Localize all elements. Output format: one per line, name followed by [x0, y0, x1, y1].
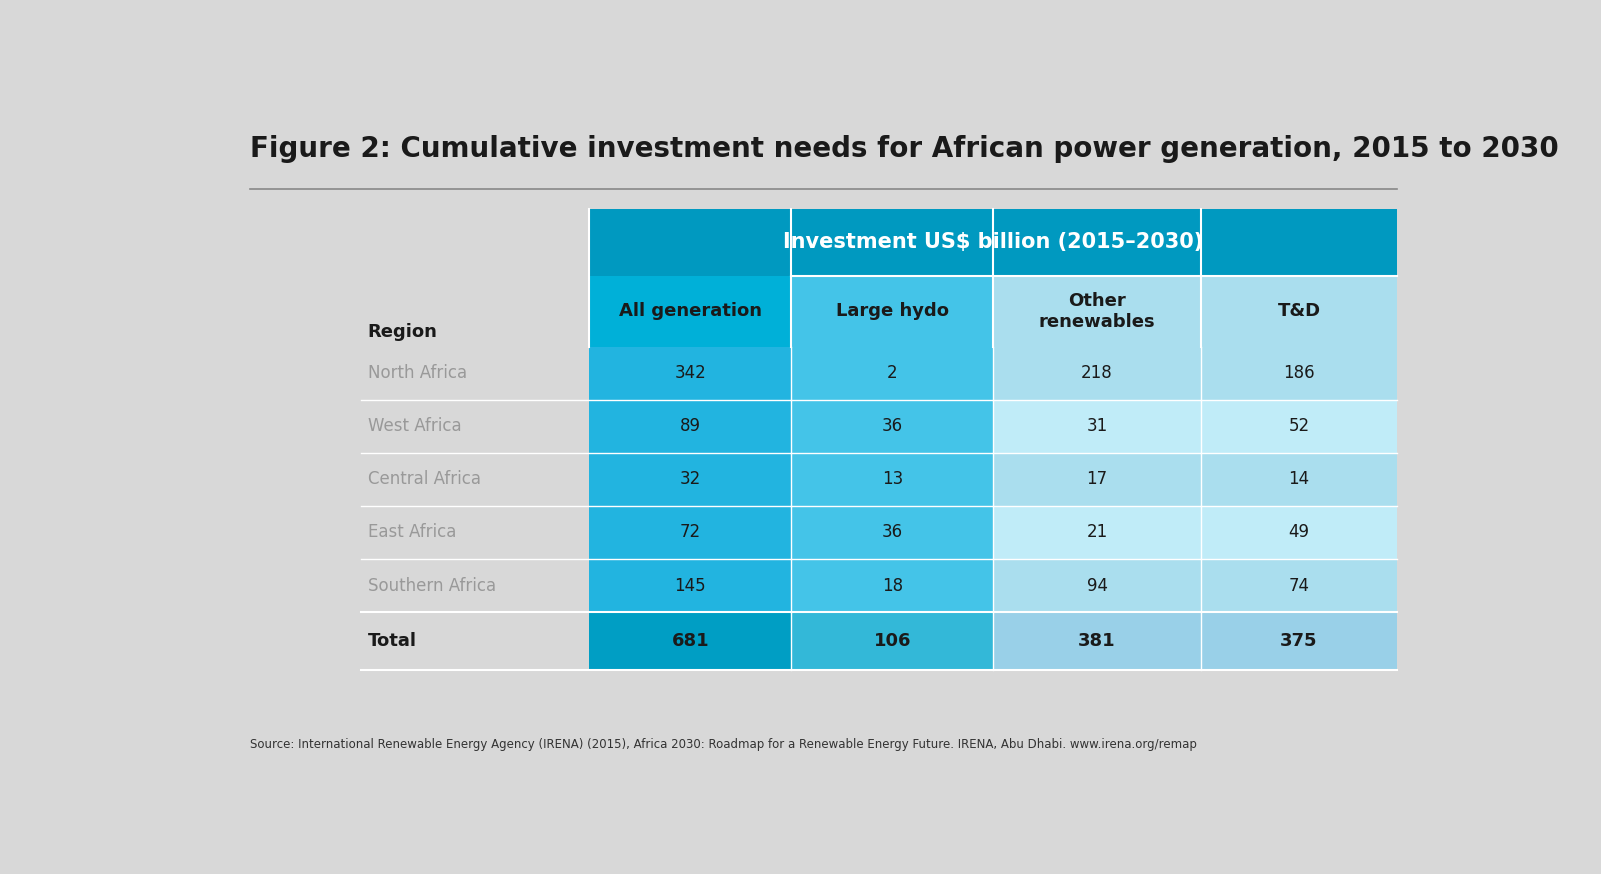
- Text: Investment US$ billion (2015–2030): Investment US$ billion (2015–2030): [783, 232, 1204, 253]
- Bar: [1201, 399, 1398, 453]
- Bar: [791, 347, 993, 399]
- Bar: [993, 612, 1201, 670]
- Text: 52: 52: [1289, 418, 1310, 435]
- Text: West Africa: West Africa: [368, 418, 461, 435]
- Bar: [1201, 347, 1398, 399]
- Bar: [993, 347, 1201, 399]
- Text: 18: 18: [882, 577, 903, 594]
- Text: 74: 74: [1289, 577, 1310, 594]
- Text: 106: 106: [874, 632, 911, 650]
- Text: 36: 36: [882, 524, 903, 542]
- Text: Central Africa: Central Africa: [368, 470, 480, 489]
- Text: 2: 2: [887, 364, 898, 382]
- Bar: [791, 559, 993, 612]
- Bar: [589, 506, 791, 559]
- Bar: [1201, 453, 1398, 506]
- Text: Other
renewables: Other renewables: [1039, 292, 1156, 330]
- Text: 31: 31: [1087, 418, 1108, 435]
- Text: 72: 72: [680, 524, 701, 542]
- Text: 32: 32: [680, 470, 701, 489]
- Text: 218: 218: [1081, 364, 1113, 382]
- Bar: [589, 209, 1398, 275]
- Text: Southern Africa: Southern Africa: [368, 577, 496, 594]
- Bar: [1201, 612, 1398, 670]
- Text: Figure 2: Cumulative investment needs for African power generation, 2015 to 2030: Figure 2: Cumulative investment needs fo…: [250, 135, 1558, 163]
- Bar: [791, 453, 993, 506]
- Text: North Africa: North Africa: [368, 364, 467, 382]
- Bar: [589, 399, 791, 453]
- Text: 36: 36: [882, 418, 903, 435]
- Bar: [993, 399, 1201, 453]
- Text: 13: 13: [882, 470, 903, 489]
- Bar: [589, 347, 791, 399]
- Text: All generation: All generation: [620, 302, 762, 320]
- Bar: [589, 612, 791, 670]
- Text: 17: 17: [1087, 470, 1108, 489]
- Bar: [1201, 506, 1398, 559]
- Text: Total: Total: [368, 632, 416, 650]
- Text: Large hydo: Large hydo: [836, 302, 949, 320]
- Text: 375: 375: [1281, 632, 1318, 650]
- Text: 145: 145: [674, 577, 706, 594]
- Bar: [993, 506, 1201, 559]
- Text: 49: 49: [1289, 524, 1310, 542]
- Bar: [1201, 559, 1398, 612]
- Text: 681: 681: [671, 632, 709, 650]
- Text: Source: International Renewable Energy Agency (IRENA) (2015), Africa 2030: Roadm: Source: International Renewable Energy A…: [250, 738, 1196, 751]
- Text: 89: 89: [680, 418, 701, 435]
- Bar: [791, 399, 993, 453]
- Bar: [993, 453, 1201, 506]
- Bar: [589, 453, 791, 506]
- Text: East Africa: East Africa: [368, 524, 456, 542]
- Text: T&D: T&D: [1278, 302, 1321, 320]
- Bar: [791, 506, 993, 559]
- Text: 342: 342: [674, 364, 706, 382]
- Bar: [791, 612, 993, 670]
- Text: 14: 14: [1289, 470, 1310, 489]
- Text: 381: 381: [1077, 632, 1116, 650]
- Text: 94: 94: [1087, 577, 1108, 594]
- Text: Region: Region: [368, 323, 437, 342]
- Text: 186: 186: [1284, 364, 1314, 382]
- Bar: [993, 559, 1201, 612]
- Text: 21: 21: [1087, 524, 1108, 542]
- Bar: [589, 559, 791, 612]
